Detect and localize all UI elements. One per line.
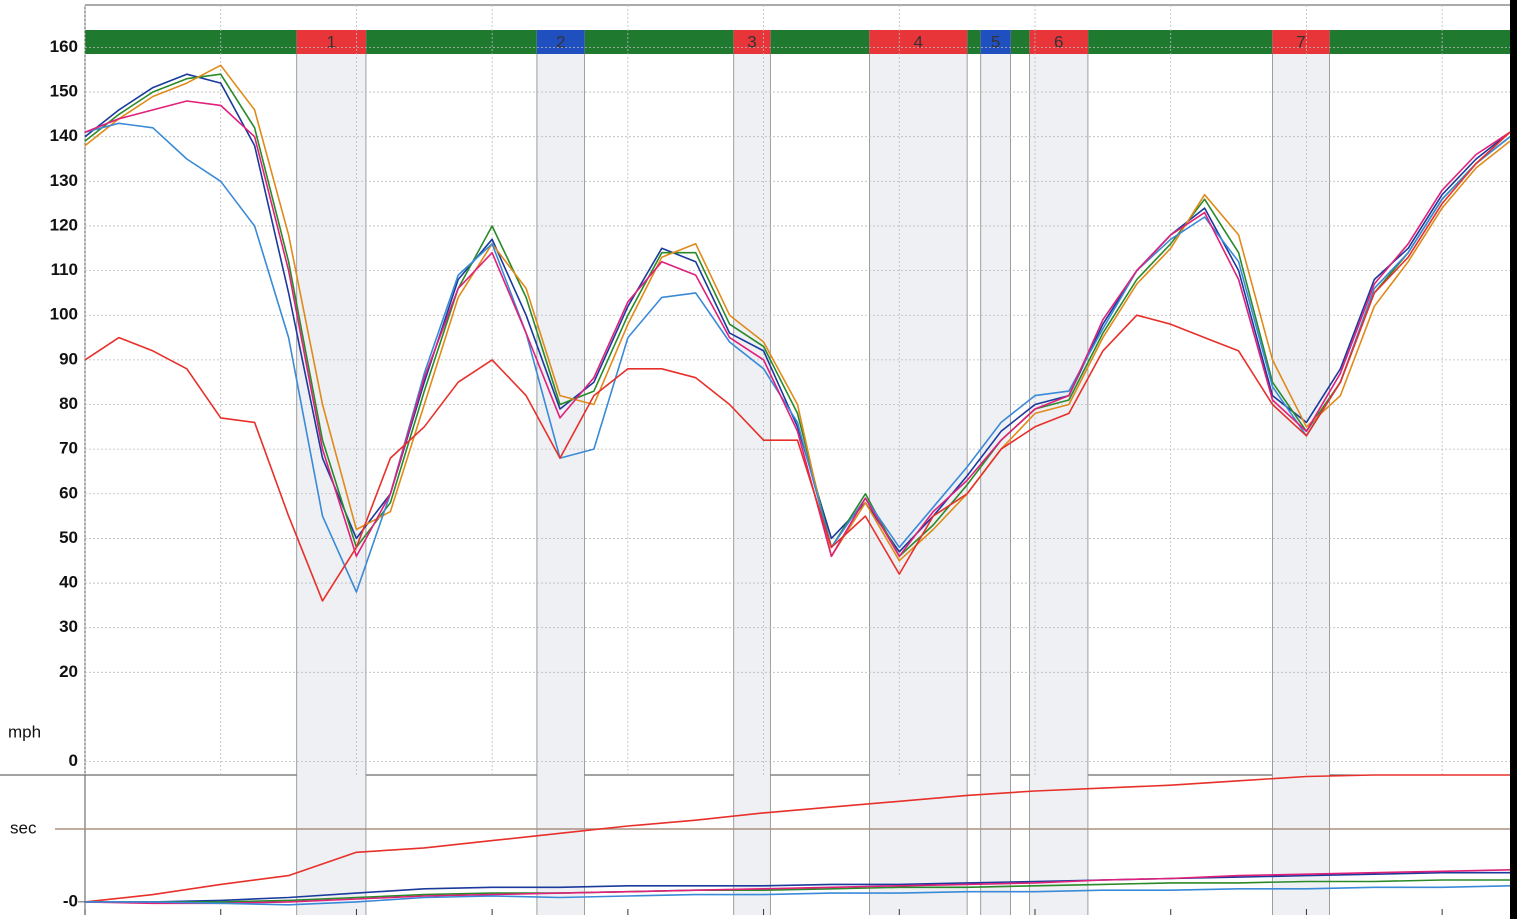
y-tick-label: 80 (59, 394, 78, 413)
right-edge (1510, 0, 1517, 919)
y-tick-label: 140 (50, 126, 78, 145)
sector-label: 4 (914, 32, 923, 51)
y-tick-label: 50 (59, 528, 78, 547)
y-tick-label: 90 (59, 349, 78, 368)
y-axis-label: mph (8, 722, 41, 741)
series-line (85, 885, 1511, 906)
y-tick-label: 130 (50, 171, 78, 190)
y-tick-label: 0 (69, 751, 78, 770)
sector-label: 5 (991, 32, 1000, 51)
y-tick-label: 40 (59, 573, 78, 592)
y-tick-label: -0 (63, 891, 78, 910)
sector-shade (869, 54, 968, 915)
y-tick-label: 150 (50, 82, 78, 101)
sector-shade (296, 54, 366, 915)
sector-box (1272, 30, 1330, 54)
sector-shade (536, 54, 585, 915)
y-tick-label: 110 (51, 260, 78, 279)
series-line (84, 774, 1510, 903)
y-tick-label: 70 (59, 439, 78, 458)
series-line (84, 131, 1511, 602)
series-line (85, 871, 1510, 903)
sector-shade (1029, 54, 1088, 915)
sector-label: 1 (327, 32, 336, 51)
sector-box (536, 30, 585, 54)
series-line (84, 869, 1511, 905)
y-axis-label: sec (10, 818, 37, 837)
sector-box (869, 30, 968, 54)
series-line (84, 122, 1511, 593)
sector-shade (980, 54, 1011, 915)
sector-label: 2 (556, 32, 565, 51)
sector-box (980, 30, 1011, 54)
series-line (84, 73, 1511, 558)
sector-box (733, 30, 771, 54)
y-tick-label: 120 (50, 215, 78, 234)
y-tick-label: 20 (59, 662, 78, 681)
series-line (84, 64, 1511, 562)
sector-box (296, 30, 366, 54)
y-tick-label: 100 (50, 305, 78, 324)
sector-label: 6 (1054, 32, 1063, 51)
series-line (85, 879, 1510, 903)
sector-shade (733, 54, 771, 915)
sector-box (1029, 30, 1088, 54)
sector-label: 3 (747, 32, 756, 51)
series-line (84, 100, 1511, 558)
y-tick-label: 160 (50, 37, 78, 56)
y-tick-label: 30 (59, 617, 78, 636)
y-tick-label: 60 (59, 483, 78, 502)
sector-label: 7 (1296, 32, 1305, 51)
sector-shade (1272, 54, 1330, 915)
series-line (84, 73, 1511, 553)
